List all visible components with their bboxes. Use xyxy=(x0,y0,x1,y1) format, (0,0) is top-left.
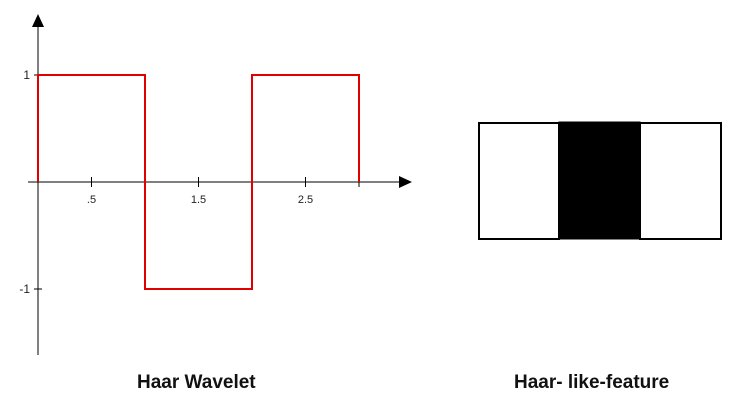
feature-center-black xyxy=(558,121,641,240)
x-tick-label: 1.5 xyxy=(191,194,206,206)
x-axis-arrow xyxy=(399,176,412,188)
y-axis-arrow xyxy=(32,14,44,27)
feature-right-white xyxy=(639,122,722,240)
haar-like-feature xyxy=(478,121,722,240)
feature-left-white xyxy=(478,122,560,240)
haar-like-feature-caption: Haar- like-feature xyxy=(514,372,670,393)
haar-wavelet-caption: Haar Wavelet xyxy=(137,372,256,393)
x-tick-label: .5 xyxy=(87,194,96,206)
haar-wavelet-plot: .5 1.5 2.5 1 -1 xyxy=(19,14,412,355)
y-tick-label: -1 xyxy=(19,282,30,296)
x-ticks: .5 1.5 2.5 xyxy=(87,177,360,206)
x-tick-label: 2.5 xyxy=(298,194,313,206)
haar-wavelet-signal xyxy=(37,74,360,290)
y-tick-label: 1 xyxy=(23,68,30,82)
